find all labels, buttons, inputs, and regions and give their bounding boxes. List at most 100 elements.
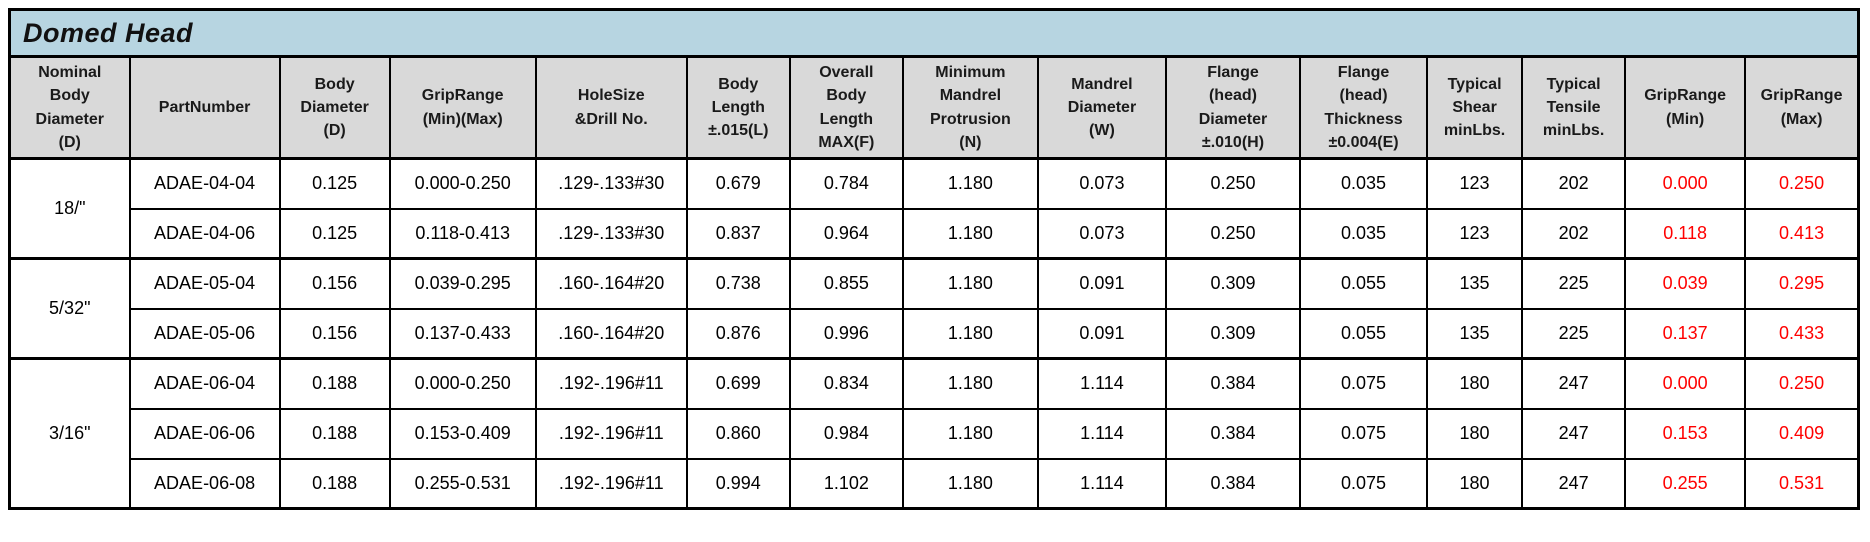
- column-header-min-mandrel-protrusion: Minimum Mandrel Protrusion (N): [901, 55, 1039, 160]
- domed-head-spec-table: Domed Head Nominal Body Diameter (D) Part…: [8, 8, 1860, 510]
- cell-body-length: 0.738: [685, 257, 791, 310]
- cell-grip-range-max: 0.413: [1744, 207, 1860, 260]
- cell-body-diameter: 0.156: [278, 307, 391, 360]
- nominal-diameter-cell: 18/": [8, 157, 131, 260]
- cell-body-length: 0.994: [685, 457, 791, 510]
- cell-grip-range: 0.039-0.295: [388, 257, 537, 310]
- column-header-grip-range: GripRange (Min)(Max): [388, 55, 537, 160]
- cell-body-diameter: 0.188: [278, 407, 391, 460]
- cell-typical-tensile: 247: [1521, 457, 1627, 510]
- cell-grip-range: 0.000-0.250: [388, 157, 537, 210]
- cell-body-length: 0.699: [685, 357, 791, 410]
- cell-body-length: 0.679: [685, 157, 791, 210]
- cell-grip-range-min: 0.000: [1624, 157, 1747, 210]
- cell-typical-shear: 123: [1426, 207, 1524, 260]
- cell-body-length: 0.876: [685, 307, 791, 360]
- cell-overall-body-length: 0.984: [788, 407, 904, 460]
- title-row: Domed Head: [8, 8, 1860, 58]
- cell-typical-tensile: 225: [1521, 307, 1627, 360]
- cell-grip-range-min: 0.137: [1624, 307, 1747, 360]
- cell-grip-range-max: 0.433: [1744, 307, 1860, 360]
- cell-flange-head-diameter: 0.309: [1164, 307, 1302, 360]
- cell-grip-range-min: 0.039: [1624, 257, 1747, 310]
- column-header-nominal-body-diameter: Nominal Body Diameter (D): [8, 55, 131, 160]
- cell-body-diameter: 0.156: [278, 257, 391, 310]
- cell-min-mandrel-protrusion: 1.180: [901, 257, 1039, 310]
- cell-mandrel-diameter: 1.114: [1036, 457, 1167, 510]
- cell-min-mandrel-protrusion: 1.180: [901, 207, 1039, 260]
- cell-body-diameter: 0.125: [278, 207, 391, 260]
- table-body: 18/" ADAE-04-04 0.125 0.000-0.250.129-.133#…: [8, 157, 1860, 510]
- column-header-typical-tensile: Typical Tensile minLbs.: [1521, 55, 1627, 160]
- cell-typical-shear: 180: [1426, 407, 1524, 460]
- cell-typical-shear: 135: [1426, 307, 1524, 360]
- cell-grip-range-max: 0.250: [1744, 357, 1860, 410]
- cell-part-number: ADAE-06-04: [128, 357, 281, 410]
- column-header-overall-body-length: Overall Body Length MAX(F): [788, 55, 904, 160]
- cell-mandrel-diameter: 0.073: [1036, 157, 1167, 210]
- cell-grip-range-min: 0.255: [1624, 457, 1747, 510]
- cell-grip-range: 0.255-0.531: [388, 457, 537, 510]
- cell-grip-range: 0.118-0.413: [388, 207, 537, 260]
- cell-grip-range-min: 0.000: [1624, 357, 1747, 410]
- cell-min-mandrel-protrusion: 1.180: [901, 407, 1039, 460]
- cell-body-length: 0.837: [685, 207, 791, 260]
- column-header-flange-head-thickness: Flange (head) Thickness ±0.004(E): [1298, 55, 1429, 160]
- column-header-part-number: PartNumber: [128, 55, 281, 160]
- table-title: Domed Head: [8, 8, 1860, 58]
- column-header-body-length: Body Length ±.015(L): [685, 55, 791, 160]
- nominal-diameter-cell: 5/32": [8, 257, 131, 360]
- cell-flange-head-thickness: 0.075: [1298, 357, 1429, 410]
- cell-min-mandrel-protrusion: 1.180: [901, 357, 1039, 410]
- cell-part-number: ADAE-06-06: [128, 407, 281, 460]
- column-header-typical-shear: Typical Shear minLbs.: [1426, 55, 1524, 160]
- cell-typical-tensile: 202: [1521, 207, 1627, 260]
- cell-flange-head-diameter: 0.250: [1164, 157, 1302, 210]
- column-header-grip-range-min: GripRange (Min): [1624, 55, 1747, 160]
- cell-body-diameter: 0.188: [278, 457, 391, 510]
- table-row: 3/16" ADAE-06-04 0.188 0.000-0.250.192-.196…: [8, 357, 1860, 510]
- cell-flange-head-thickness: 0.075: [1298, 457, 1429, 510]
- cell-typical-shear: 123: [1426, 157, 1524, 210]
- table-head: Domed Head Nominal Body Diameter (D) Part…: [8, 8, 1860, 160]
- cell-min-mandrel-protrusion: 1.180: [901, 457, 1039, 510]
- cell-typical-tensile: 247: [1521, 407, 1627, 460]
- cell-mandrel-diameter: 0.073: [1036, 207, 1167, 260]
- cell-flange-head-diameter: 0.384: [1164, 457, 1302, 510]
- cell-part-number: ADAE-06-08: [128, 457, 281, 510]
- column-header-body-diameter: Body Diameter (D): [278, 55, 391, 160]
- cell-typical-shear: 180: [1426, 357, 1524, 410]
- cell-typical-shear: 180: [1426, 457, 1524, 510]
- table-row: ADAE-06-08 0.188 0.255-0.531.192-.196#11 0.…: [10, 457, 1860, 510]
- cell-part-number: ADAE-04-06: [128, 207, 281, 260]
- cell-hole-size: .160-.164#20: [534, 307, 688, 360]
- cell-mandrel-diameter: 1.114: [1036, 357, 1167, 410]
- header-row: Nominal Body Diameter (D) PartNumber Body …: [8, 55, 1860, 160]
- cell-grip-range: 0.137-0.433: [388, 307, 537, 360]
- cell-flange-head-thickness: 0.035: [1298, 157, 1429, 210]
- column-header-hole-size: HoleSize &Drill No.: [534, 55, 688, 160]
- cell-typical-tensile: 247: [1521, 357, 1627, 410]
- table-row: 18/" ADAE-04-04 0.125 0.000-0.250.129-.133#…: [8, 157, 1860, 260]
- cell-flange-head-thickness: 0.075: [1298, 407, 1429, 460]
- cell-min-mandrel-protrusion: 1.180: [901, 307, 1039, 360]
- cell-grip-range-max: 0.250: [1744, 157, 1860, 210]
- cell-flange-head-diameter: 0.384: [1164, 407, 1302, 460]
- cell-body-diameter: 0.125: [278, 157, 391, 210]
- cell-grip-range: 0.153-0.409: [388, 407, 537, 460]
- cell-grip-range: 0.000-0.250: [388, 357, 537, 410]
- table-row: ADAE-05-06 0.156 0.137-0.433.160-.164#20 0.…: [10, 307, 1860, 360]
- cell-overall-body-length: 0.834: [788, 357, 904, 410]
- cell-hole-size: .160-.164#20: [534, 257, 688, 310]
- cell-flange-head-thickness: 0.055: [1298, 257, 1429, 310]
- cell-min-mandrel-protrusion: 1.180: [901, 157, 1039, 210]
- cell-body-length: 0.860: [685, 407, 791, 460]
- cell-typical-tensile: 202: [1521, 157, 1627, 210]
- cell-flange-head-thickness: 0.035: [1298, 207, 1429, 260]
- cell-overall-body-length: 0.855: [788, 257, 904, 310]
- cell-part-number: ADAE-04-04: [128, 157, 281, 210]
- cell-part-number: ADAE-05-06: [128, 307, 281, 360]
- cell-flange-head-diameter: 0.384: [1164, 357, 1302, 410]
- cell-overall-body-length: 1.102: [788, 457, 904, 510]
